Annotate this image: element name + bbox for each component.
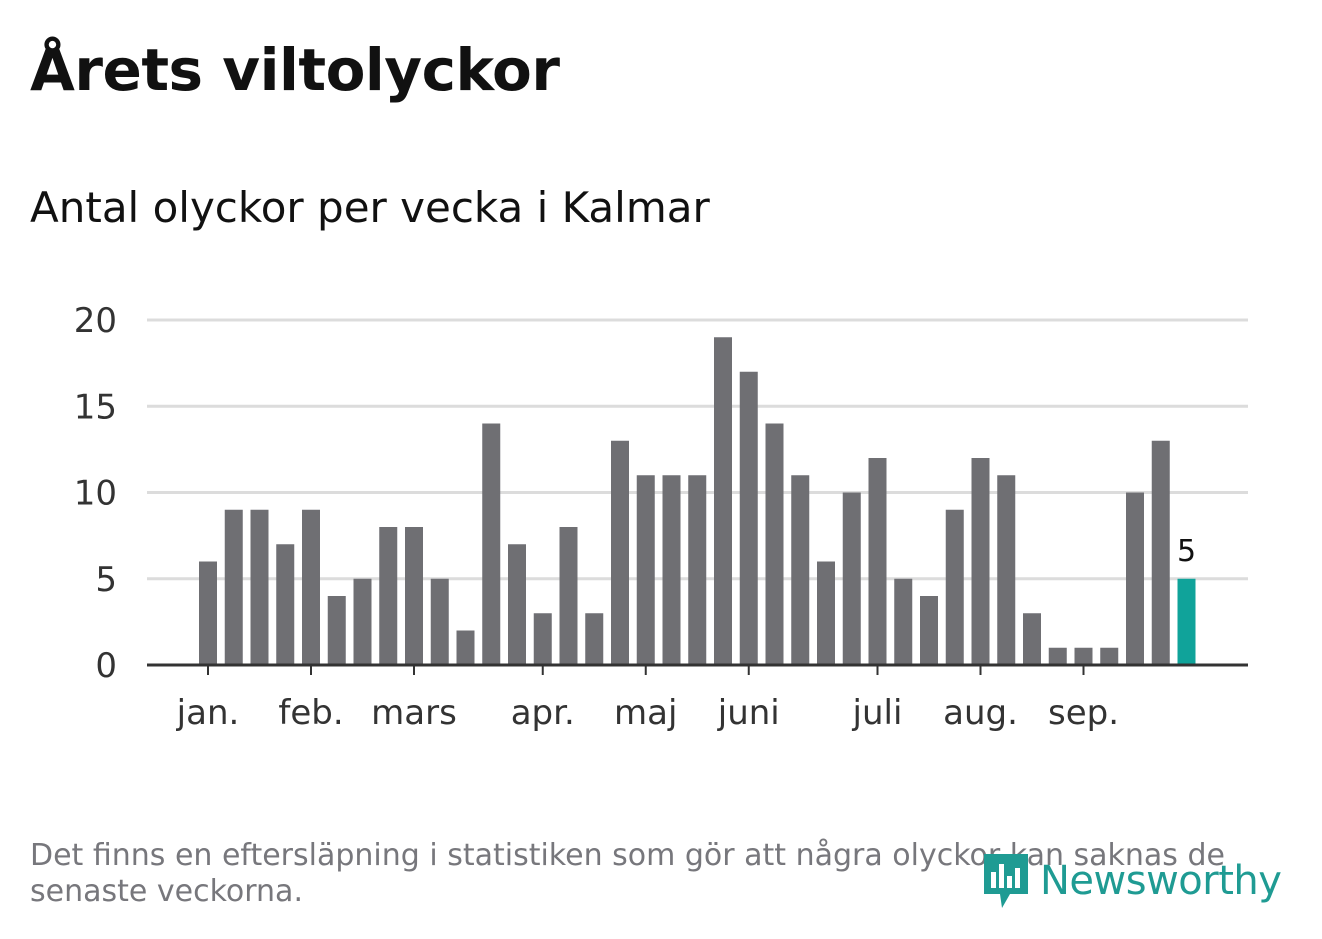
bar <box>817 561 835 665</box>
y-tick-label: 20 <box>74 301 117 341</box>
bar <box>1100 647 1119 665</box>
bar <box>971 458 990 665</box>
bar <box>379 527 398 665</box>
bar <box>585 613 604 665</box>
bar <box>894 578 913 665</box>
bar <box>636 475 655 665</box>
x-tick-label: juni <box>717 693 780 733</box>
y-tick-label: 10 <box>74 474 117 514</box>
x-tick-label: apr. <box>511 693 575 733</box>
bar <box>945 509 964 665</box>
bar <box>482 423 501 665</box>
bar <box>842 492 861 665</box>
bar <box>1023 613 1041 665</box>
y-tick-label: 15 <box>74 387 117 427</box>
y-tick-label: 5 <box>95 560 117 600</box>
bar <box>430 578 449 665</box>
bar <box>611 440 629 665</box>
bar <box>276 544 295 665</box>
bar <box>1126 492 1144 665</box>
bar <box>250 509 269 665</box>
x-tick-label: jan. <box>176 693 240 733</box>
data-label: 5 <box>1177 534 1196 569</box>
bar-highlight <box>1177 578 1196 665</box>
y-axis: 0 5 10 15 20 <box>74 301 117 686</box>
bar <box>1151 440 1170 665</box>
bar <box>997 475 1016 665</box>
logo-text: Newsworthy <box>1040 858 1282 904</box>
bars <box>199 337 1196 665</box>
bar <box>662 475 681 665</box>
bar <box>199 561 217 665</box>
bar <box>1048 647 1067 665</box>
bar <box>714 337 732 665</box>
chart-subtitle: Antal olyckor per vecka i Kalmar <box>30 183 710 232</box>
x-tick-label: maj <box>614 693 677 733</box>
bar <box>559 527 578 665</box>
bar <box>224 509 243 665</box>
x-tick-label: sep. <box>1048 693 1119 733</box>
bar <box>868 458 887 665</box>
bar <box>739 371 758 665</box>
bar <box>508 544 526 665</box>
bar <box>688 475 707 665</box>
chart-title: Årets viltolyckor <box>30 36 560 104</box>
bar <box>1074 647 1093 665</box>
x-axis: jan. feb. mars apr. maj juni juli aug. sep. <box>147 663 1248 733</box>
bar <box>302 509 320 665</box>
data-labels: 5 <box>1177 534 1196 569</box>
bar <box>456 630 475 665</box>
bar <box>765 423 784 665</box>
y-tick-label: 0 <box>95 646 117 686</box>
bar <box>791 475 810 665</box>
x-tick-label: mars <box>371 693 457 733</box>
logo-icon <box>984 854 1028 908</box>
x-tick-label: juli <box>852 693 903 733</box>
newsworthy-logo: Newsworthy <box>980 850 1282 912</box>
bar <box>533 613 552 665</box>
bar <box>405 527 423 665</box>
bar <box>353 578 372 665</box>
x-tick-label: feb. <box>278 693 343 733</box>
x-tick-label: aug. <box>943 693 1018 733</box>
bar <box>327 596 346 665</box>
bar <box>920 596 938 665</box>
